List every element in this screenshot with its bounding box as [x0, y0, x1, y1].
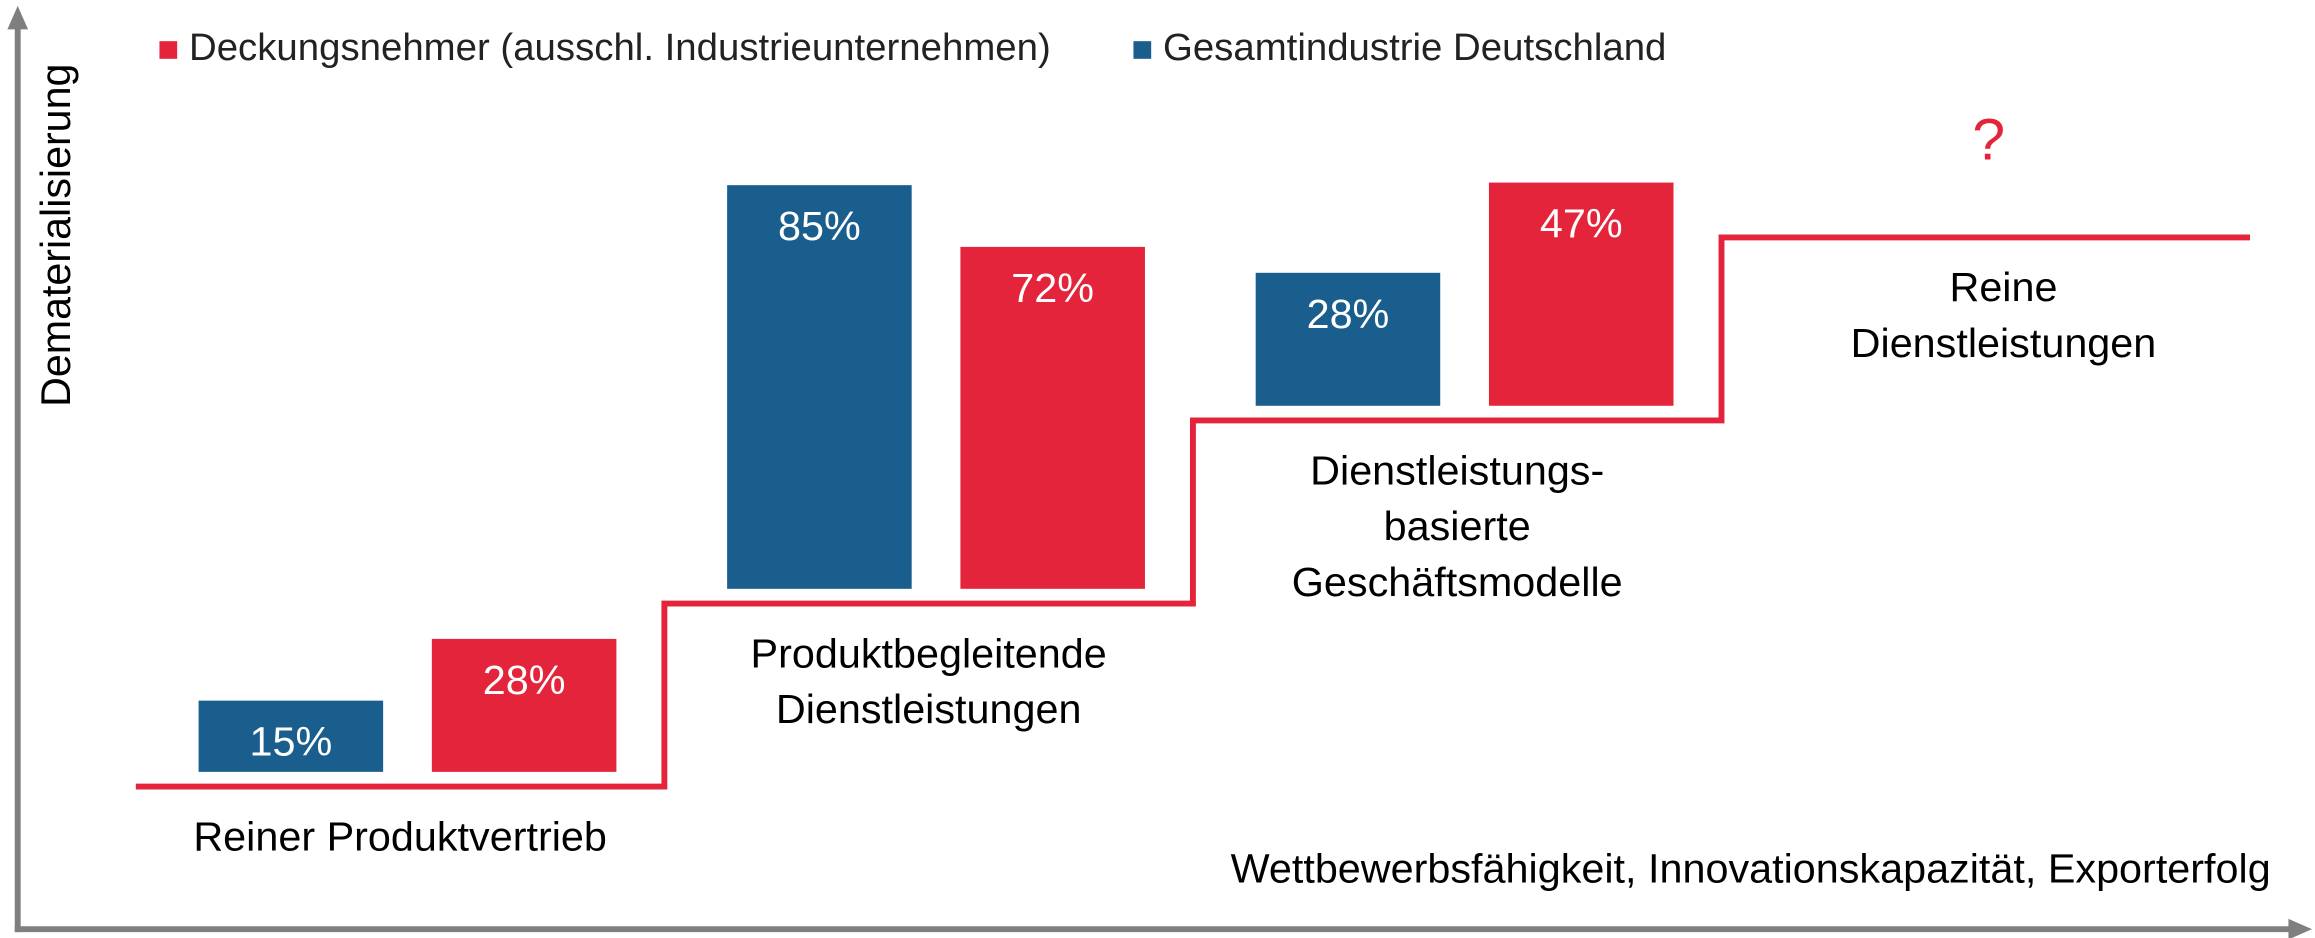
stage-label: Produktbegleitende [751, 630, 1107, 676]
y-axis-label: Dematerialisierung [33, 64, 79, 407]
value-label: 47% [1540, 201, 1623, 247]
legend-label: Deckungsnehmer (ausschl. Industrieuntern… [189, 26, 1051, 69]
x-axis-label: Wettbewerbsfähigkeit, Innovationskapazit… [1231, 846, 2271, 892]
annotation: ? [1972, 108, 2005, 173]
legend-swatch [1133, 41, 1152, 59]
value-label: 85% [778, 203, 861, 249]
y-axis-arrow [7, 5, 29, 30]
value-label: 15% [249, 719, 332, 765]
stage-label: Reiner Produktvertrieb [193, 813, 607, 859]
value-label: 28% [1307, 291, 1390, 337]
stage-label: Reine [1949, 264, 2057, 310]
bar [727, 185, 912, 589]
stage-label: Dienstleistungen [1851, 320, 2157, 366]
stage-label: Dienstleistungen [776, 686, 1082, 732]
bar [1255, 272, 1441, 406]
bar [960, 246, 1145, 589]
legend-label: Gesamtindustrie Deutschland [1163, 26, 1666, 69]
value-label: 72% [1011, 265, 1094, 311]
bar [431, 638, 617, 772]
stage-label: Geschäftsmodelle [1292, 559, 1623, 605]
bar [1488, 182, 1674, 406]
stage-label: Dienstleistungs- [1310, 447, 1604, 493]
step-line [135, 234, 2251, 790]
bar [198, 700, 384, 772]
x-axis-arrow [2288, 918, 2313, 938]
value-label: 28% [483, 657, 566, 703]
stage-label: basierte [1384, 503, 1531, 549]
legend-swatch [159, 41, 178, 59]
